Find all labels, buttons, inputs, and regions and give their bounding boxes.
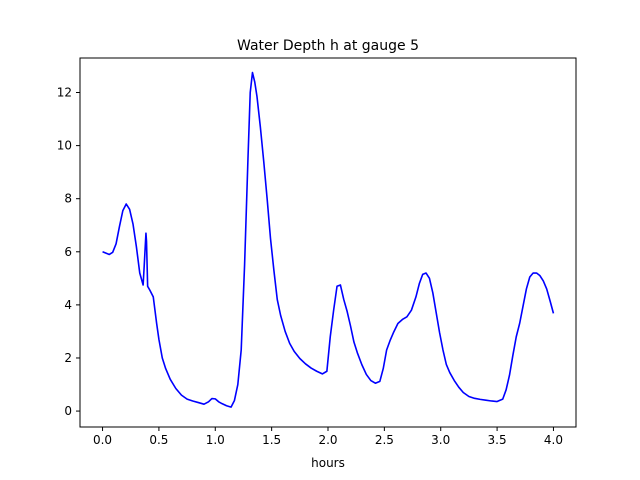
y-tick-label: 12: [57, 86, 72, 100]
y-tick-label: 10: [57, 139, 72, 153]
y-tick-label: 0: [64, 404, 72, 418]
x-tick-label: 1.0: [206, 433, 225, 447]
x-axis-label: hours: [311, 456, 345, 470]
x-tick-label: 4.0: [544, 433, 563, 447]
x-tick-label: 2.5: [375, 433, 394, 447]
x-tick-label: 3.5: [488, 433, 507, 447]
series-line-0: [102, 71, 555, 408]
x-tick-label: 2.0: [318, 433, 337, 447]
y-tick-label: 2: [64, 351, 72, 365]
y-tick-label: 6: [64, 245, 72, 259]
x-tick-label: 0.5: [149, 433, 168, 447]
x-tick-label: 3.0: [431, 433, 450, 447]
chart-title: Water Depth h at gauge 5: [237, 38, 419, 54]
y-tick-label: 4: [64, 298, 72, 312]
x-tick-label: 1.5: [262, 433, 281, 447]
y-tick-label: 8: [64, 192, 72, 206]
x-tick-label: 0.0: [93, 433, 112, 447]
